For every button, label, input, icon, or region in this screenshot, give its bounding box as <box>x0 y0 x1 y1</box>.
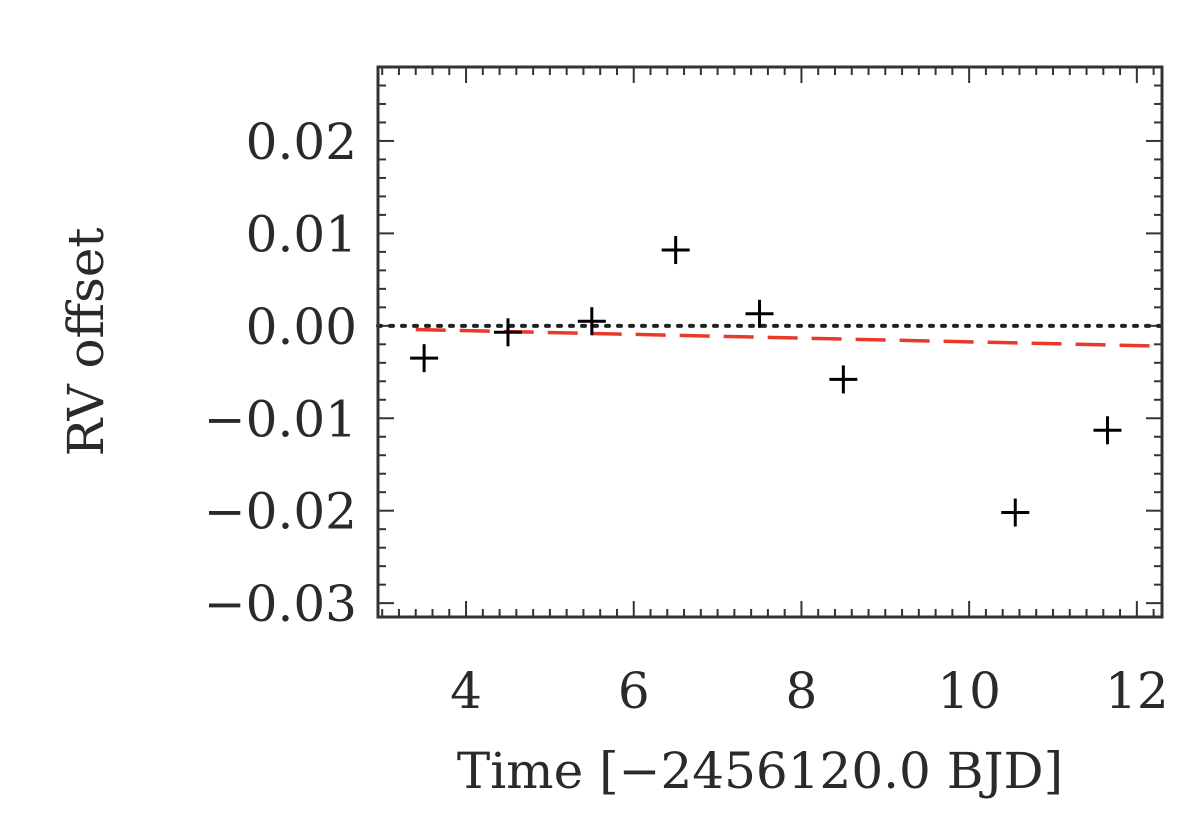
y-tick-label: −0.03 <box>204 575 357 633</box>
y-axis-title: RV offset <box>57 228 115 457</box>
x-tick-label: 6 <box>618 662 650 720</box>
x-tick-label: 10 <box>937 662 1001 720</box>
series-layer <box>376 236 1164 527</box>
tick-labels: 4 6 8 10 12 0.02 0.01 0.00 −0.01 −0.02 −0.03 <box>204 113 1169 720</box>
data-point <box>410 344 439 373</box>
data-point <box>1001 498 1030 527</box>
x-axis-title: Time [−2456120.0 BJD] <box>457 742 1063 800</box>
y-tick-label: 0.00 <box>246 298 357 356</box>
data-point <box>745 299 774 328</box>
trend-line <box>415 327 1163 348</box>
plot-frame <box>376 65 1164 619</box>
y-tick-label: 0.01 <box>246 205 357 263</box>
y-tick-label: −0.01 <box>204 390 357 448</box>
data-point <box>493 318 522 347</box>
y-tick-label: 0.02 <box>246 113 357 171</box>
y-tick-label: −0.02 <box>204 483 357 541</box>
x-tick-label: 12 <box>1105 662 1169 720</box>
data-point <box>829 365 858 394</box>
x-tick-label: 4 <box>450 662 482 720</box>
x-tick-label: 8 <box>786 662 818 720</box>
data-point <box>661 236 690 265</box>
data-point <box>1093 416 1122 445</box>
data-point <box>577 307 606 336</box>
